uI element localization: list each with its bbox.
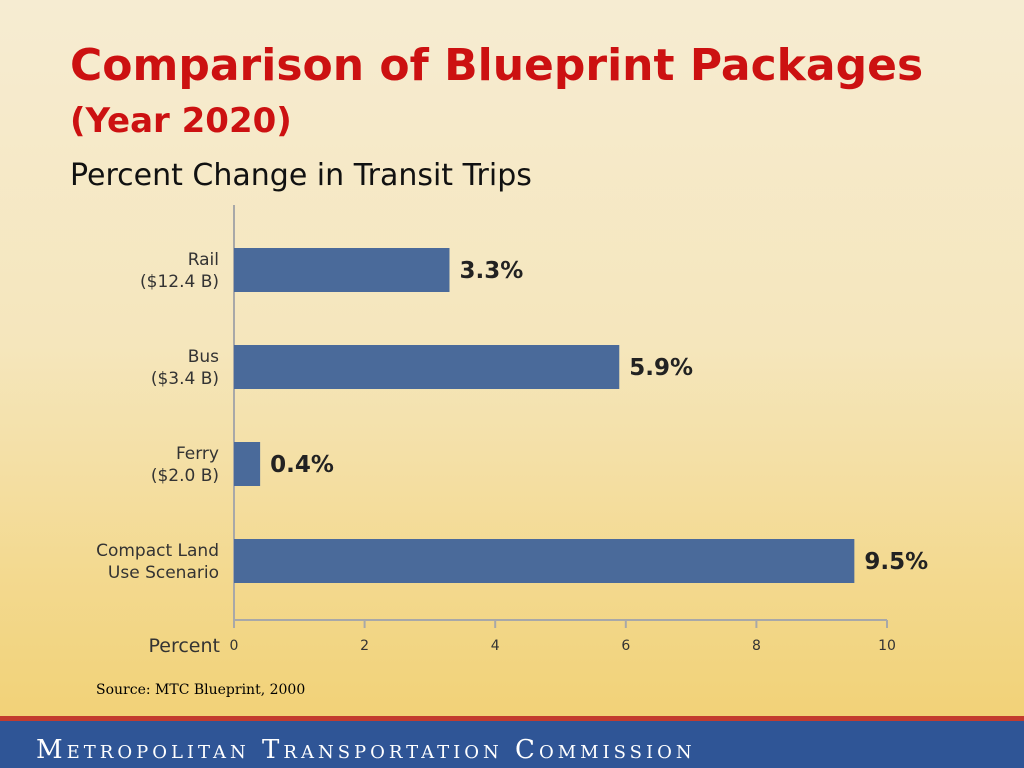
bar-value-label: 3.3% — [459, 258, 523, 284]
source-note: Source: MTC Blueprint, 2000 — [96, 682, 306, 698]
x-tick-label: 4 — [491, 638, 500, 654]
x-tick-label: 0 — [230, 638, 239, 654]
footer-org-name: Metropolitan Transportation Commission — [36, 735, 696, 765]
x-tick-label: 6 — [621, 638, 630, 654]
x-tick-label: 2 — [360, 638, 369, 654]
x-tick-label: 10 — [878, 638, 896, 654]
x-axis-title: Percent — [149, 635, 221, 657]
category-label: ($12.4 B) — [140, 272, 219, 292]
category-label: Rail — [188, 250, 219, 270]
bar-value-label: 5.9% — [629, 355, 693, 381]
bar — [234, 442, 261, 486]
title-year: (Year 2020) — [70, 101, 292, 141]
title-main: Comparison of Blueprint Packages — [70, 40, 924, 91]
category-label: Compact Land — [96, 541, 219, 561]
category-label: Ferry — [176, 444, 219, 464]
bar — [234, 248, 450, 292]
bar-value-label: 9.5% — [864, 549, 928, 575]
bar-value-label: 0.4% — [270, 452, 334, 478]
category-label: Use Scenario — [108, 563, 219, 583]
bar — [234, 539, 855, 583]
category-label: Bus — [188, 347, 219, 367]
page-title: Comparison of Blueprint Packages (Year 2… — [70, 40, 970, 147]
category-label: ($3.4 B) — [151, 369, 219, 389]
category-label: ($2.0 B) — [151, 466, 219, 486]
page-subtitle: Percent Change in Transit Trips — [70, 158, 532, 193]
footer-banner: Metropolitan Transportation Commission — [0, 716, 1024, 768]
x-tick-label: 8 — [752, 638, 761, 654]
bar — [234, 345, 620, 389]
